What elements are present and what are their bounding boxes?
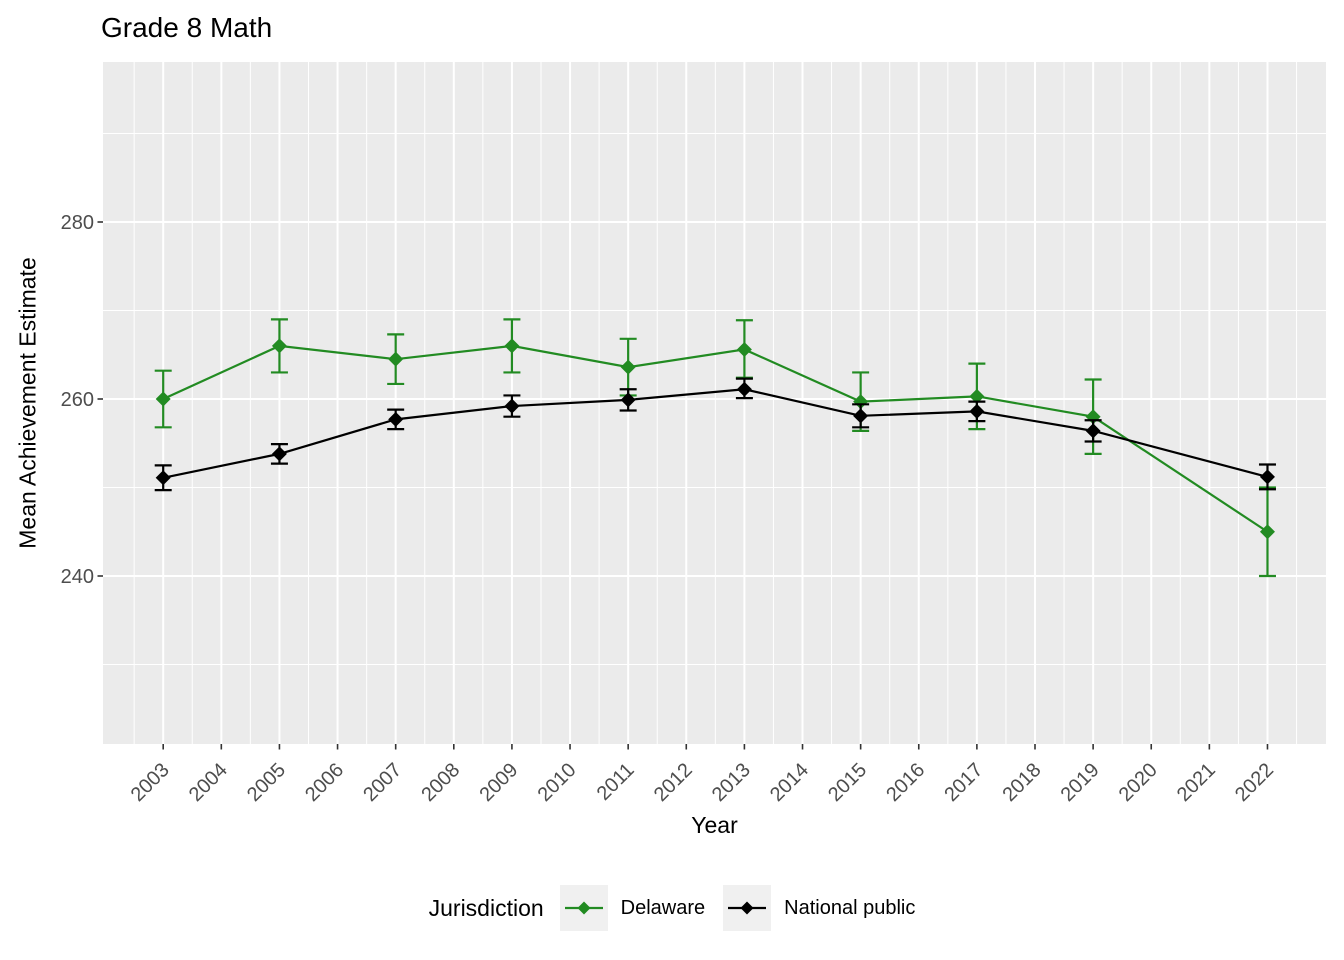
x-axis-tick-label: 2022 [1231,759,1278,806]
legend-key-marker-icon [564,901,603,915]
data-point [1259,524,1275,540]
data-point [736,341,752,357]
series-national-public [154,377,1276,492]
x-axis-tick-label: 2007 [359,759,406,806]
x-axis-tick-label: 2006 [301,759,348,806]
x-axis-tick-label: 2019 [1057,759,1104,806]
x-axis-tick-label: 2021 [1173,759,1220,806]
legend-items: Delaware National public [559,885,916,931]
axis-ticks [97,221,1269,750]
data-point [155,391,171,407]
series-delaware [154,318,1276,578]
legend: Jurisdiction Delaware National public [0,883,1344,933]
x-axis-tick-label: 2012 [650,759,697,806]
series-line [162,388,1268,479]
minor-gridlines [103,62,1326,744]
data-point [155,470,171,486]
data-points [155,381,1275,486]
x-axis-tick-label: 2011 [593,759,639,805]
major-gridlines [103,62,1326,744]
x-axis-tick-label: 2018 [999,759,1046,806]
data-point [271,338,287,354]
data-point [620,359,636,375]
x-axis-tick-label: 2015 [824,759,871,806]
legend-key [559,885,608,931]
legend-label: Delaware [620,896,706,919]
data-points [155,338,1275,540]
data-point [388,351,404,367]
legend-label: National public [784,896,916,919]
x-axis-tick-label: 2014 [766,759,813,806]
data-point [736,381,752,397]
x-axis-tick-label: 2016 [882,759,929,806]
y-axis-title: Mean Achievement Estimate [14,257,41,549]
y-axis-tick-label: 240 [61,566,94,588]
panel-background [103,62,1326,744]
data-point [853,408,869,424]
legend-key [723,885,772,931]
data-point [271,446,287,462]
data-point [1259,469,1275,485]
x-axis-tick-label: 2020 [1115,759,1162,806]
data-point [620,392,636,408]
data-point [969,403,985,419]
x-axis-tick-label: 2003 [127,759,174,806]
legend-key-marker-icon [728,901,767,915]
y-axis-tick-label: 260 [61,389,94,411]
legend-title: Jurisdiction [428,894,544,921]
y-axis-tick-labels: 240 260 280 [61,212,94,588]
x-axis-tick-label: 2013 [708,759,755,806]
y-axis-tick-label: 280 [61,212,94,234]
data-point [969,388,985,404]
x-axis-tick-label: 2010 [534,759,581,806]
x-axis-tick-label: 2004 [185,759,232,806]
x-axis-tick-label: 2009 [475,759,522,806]
data-point [504,398,520,414]
x-axis-tick-label: 2008 [417,759,464,806]
data-point [504,338,520,354]
x-axis-tick-label: 2005 [243,759,290,806]
data-point [1085,423,1101,439]
x-axis-tick-labels: 2003 2004 2005 2006 2007 2008 2009 2010 2011 2012… [127,759,1278,806]
chart-title: Grade 8 Math [101,12,273,43]
x-axis-title: Year [691,812,738,838]
series-line [162,344,1269,533]
x-axis-tick-label: 2017 [940,759,987,806]
data-point [388,411,404,427]
